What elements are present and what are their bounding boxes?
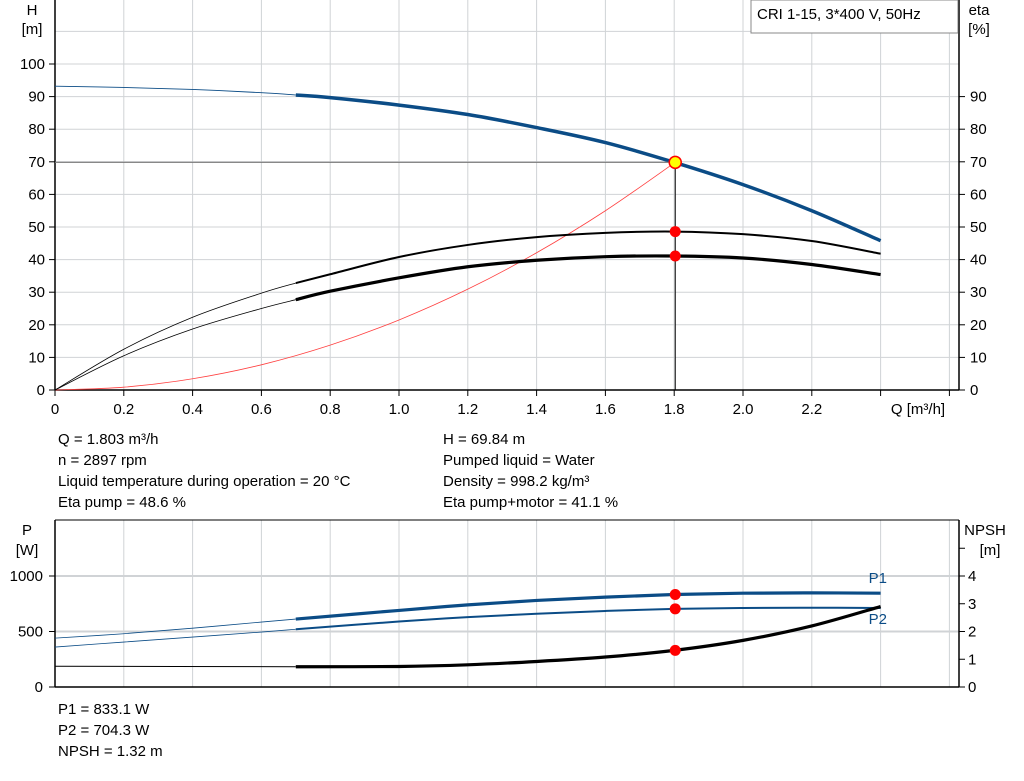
y-tick-label: 40 <box>28 252 45 269</box>
y-tick-label: 50 <box>28 219 45 236</box>
y-tick-label: 20 <box>28 317 45 334</box>
x-tick-label: 2.2 <box>801 401 822 418</box>
info-speed: n = 2897 rpm <box>58 452 147 469</box>
system-curve <box>54 161 676 391</box>
info-density: Density = 998.2 kg/m³ <box>443 473 590 490</box>
y-axis-unit: [W] <box>16 542 39 559</box>
y-tick-label: 70 <box>28 154 45 171</box>
info-temperature: Liquid temperature during operation = 20… <box>58 473 351 490</box>
y2-tick-label: 30 <box>970 284 987 301</box>
npsh-curve <box>295 604 882 669</box>
y-axis-label: P <box>22 522 32 539</box>
y2-tick-label: 90 <box>970 89 987 106</box>
info-eta-pump-motor: Eta pump+motor = 41.1 % <box>443 494 619 511</box>
eta-pump-motor-curve-extended <box>54 299 296 391</box>
eta-pump-motor-curve <box>295 254 881 302</box>
y2-tick-label: 3 <box>968 596 976 613</box>
x-tick-label: 0.6 <box>251 401 272 418</box>
info-p1: P1 = 833.1 W <box>58 701 150 718</box>
y-tick-label: 60 <box>28 186 45 203</box>
p1-marker <box>669 589 681 601</box>
y-axis-unit: [m] <box>22 21 43 38</box>
info-eta-pump: Eta pump = 48.6 % <box>58 494 186 511</box>
y-tick-label: 0 <box>35 679 43 696</box>
p1-curve <box>295 591 881 621</box>
x-tick-label: 0 <box>51 401 59 418</box>
x-tick-label: 1.6 <box>595 401 616 418</box>
y2-tick-label: 2 <box>968 624 976 641</box>
y2-axis-label: eta <box>969 2 991 19</box>
p1-curve-extended <box>54 618 296 639</box>
operating-point-marker <box>668 155 682 170</box>
p2-label: P2 <box>869 611 887 628</box>
eta-pump-motor-marker <box>669 250 681 262</box>
head-curve-extended <box>54 85 296 96</box>
head-curve <box>295 93 882 243</box>
npsh-marker <box>669 644 681 656</box>
x-tick-label: 0.2 <box>113 401 134 418</box>
y2-tick-label: 20 <box>970 317 987 334</box>
npsh-curve-extended <box>54 665 296 668</box>
info-q: Q = 1.803 m³/h <box>58 431 159 448</box>
info-head: H = 69.84 m <box>443 431 526 448</box>
y2-axis-unit: [m] <box>980 542 1001 559</box>
y-axis-label: H <box>27 2 38 19</box>
x-axis-label: Q [m³/h] <box>891 401 945 418</box>
y2-axis-unit: [%] <box>968 21 990 38</box>
eta-pump-curve-extended <box>54 282 296 391</box>
x-tick-label: 0.8 <box>320 401 341 418</box>
y2-tick-label: 1 <box>968 651 976 668</box>
x-tick-label: 1.2 <box>457 401 478 418</box>
x-tick-label: 1.0 <box>389 401 410 418</box>
y-tick-label: 0 <box>37 382 45 399</box>
y-tick-label: 10 <box>28 349 45 366</box>
chart-title: CRI 1-15, 3*400 V, 50Hz <box>757 6 921 23</box>
y2-tick-label: 60 <box>970 186 987 203</box>
y2-axis-label: NPSH <box>964 522 1006 539</box>
y2-tick-label: 70 <box>970 154 987 171</box>
eta-pump-curve <box>295 230 881 285</box>
p2-curve <box>295 606 881 631</box>
x-tick-label: 1.4 <box>526 401 547 418</box>
y-tick-label: 500 <box>18 624 43 641</box>
p1-label: P1 <box>869 570 887 587</box>
x-tick-label: 1.8 <box>664 401 685 418</box>
p2-marker <box>669 603 681 615</box>
y-tick-label: 80 <box>28 121 45 138</box>
info-npsh: NPSH = 1.32 m <box>58 743 163 760</box>
y2-tick-label: 0 <box>970 382 978 399</box>
y2-tick-label: 80 <box>970 121 987 138</box>
info-p2: P2 = 704.3 W <box>58 722 150 739</box>
x-tick-label: 2.0 <box>733 401 754 418</box>
y2-tick-label: 4 <box>968 568 976 585</box>
y-tick-label: 30 <box>28 284 45 301</box>
eta-pump-marker <box>669 226 681 238</box>
x-tick-label: 0.4 <box>182 401 203 418</box>
y-tick-label: 1000 <box>10 568 43 585</box>
info-liquid: Pumped liquid = Water <box>443 452 595 469</box>
y2-tick-label: 50 <box>970 219 987 236</box>
y2-tick-label: 10 <box>970 349 987 366</box>
y-tick-label: 90 <box>28 89 45 106</box>
p2-curve-extended <box>54 628 296 648</box>
y2-tick-label: 40 <box>970 252 987 269</box>
y2-tick-label: 0 <box>968 679 976 696</box>
y-tick-label: 100 <box>20 56 45 73</box>
title-box <box>750 0 959 34</box>
